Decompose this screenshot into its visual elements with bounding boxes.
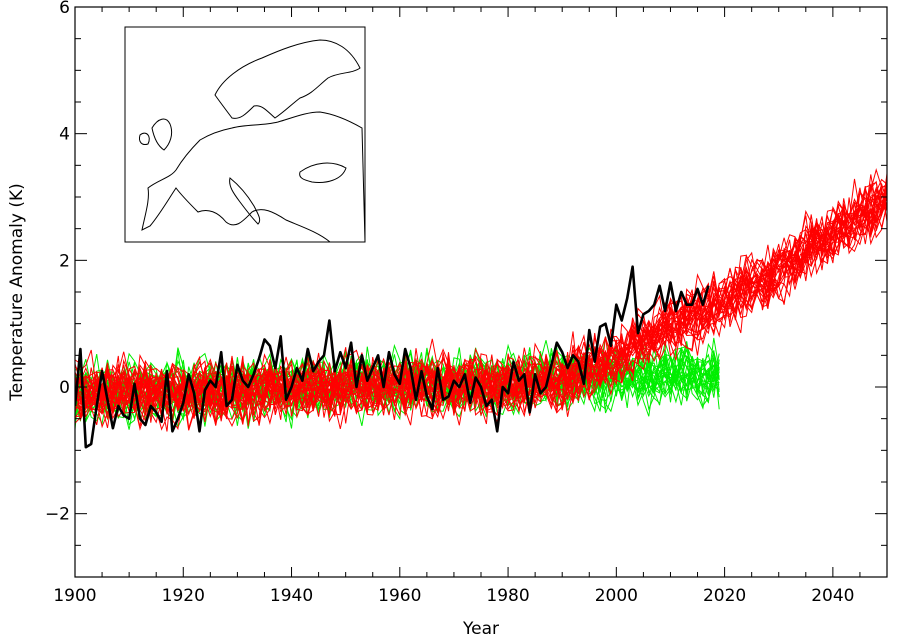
map-coastline xyxy=(141,111,366,243)
x-tick-label: 1940 xyxy=(270,586,313,606)
y-tick-label: 0 xyxy=(59,378,70,398)
simulation-ensemble-line xyxy=(75,203,887,426)
x-axis-title: Year xyxy=(462,619,499,639)
map-coastline xyxy=(299,162,347,183)
simulation-ensemble-line xyxy=(75,184,887,426)
series-layer xyxy=(75,167,887,449)
x-tick-label: 2020 xyxy=(703,586,746,606)
observed-series-line xyxy=(75,265,710,449)
map-coastline xyxy=(229,177,261,225)
simulation-ensemble-line xyxy=(75,176,887,431)
simulation-ensemble-line xyxy=(75,195,887,427)
ticks-layer: 1900 1920 1940 1960 1980 2000 2020 2040 −2 0 2 4 6 xyxy=(45,0,888,606)
inset-map-frame xyxy=(124,26,366,243)
simulation-ensemble-line xyxy=(75,187,887,425)
x-tick-label: 1900 xyxy=(53,586,96,606)
simulation-ensemble-line xyxy=(75,187,887,423)
y-tick-label: 2 xyxy=(59,251,70,271)
map-coastline xyxy=(214,39,361,119)
x-tick-label: 2040 xyxy=(811,586,854,606)
europe-map-inset xyxy=(124,26,366,243)
x-tick-label: 2000 xyxy=(595,586,638,606)
x-tick-label: 1980 xyxy=(486,586,529,606)
map-coastline xyxy=(151,118,173,151)
y-tick-label: 4 xyxy=(59,125,70,145)
x-tick-label: 1920 xyxy=(162,586,205,606)
simulation-ensemble-line xyxy=(75,196,887,431)
y-tick-label: −2 xyxy=(45,505,70,525)
x-tick-label: 1960 xyxy=(378,586,421,606)
map-coastline xyxy=(139,132,150,145)
y-axis-title: Temperature Anomaly (K) xyxy=(7,183,27,401)
y-tick-label: 6 xyxy=(59,0,70,18)
